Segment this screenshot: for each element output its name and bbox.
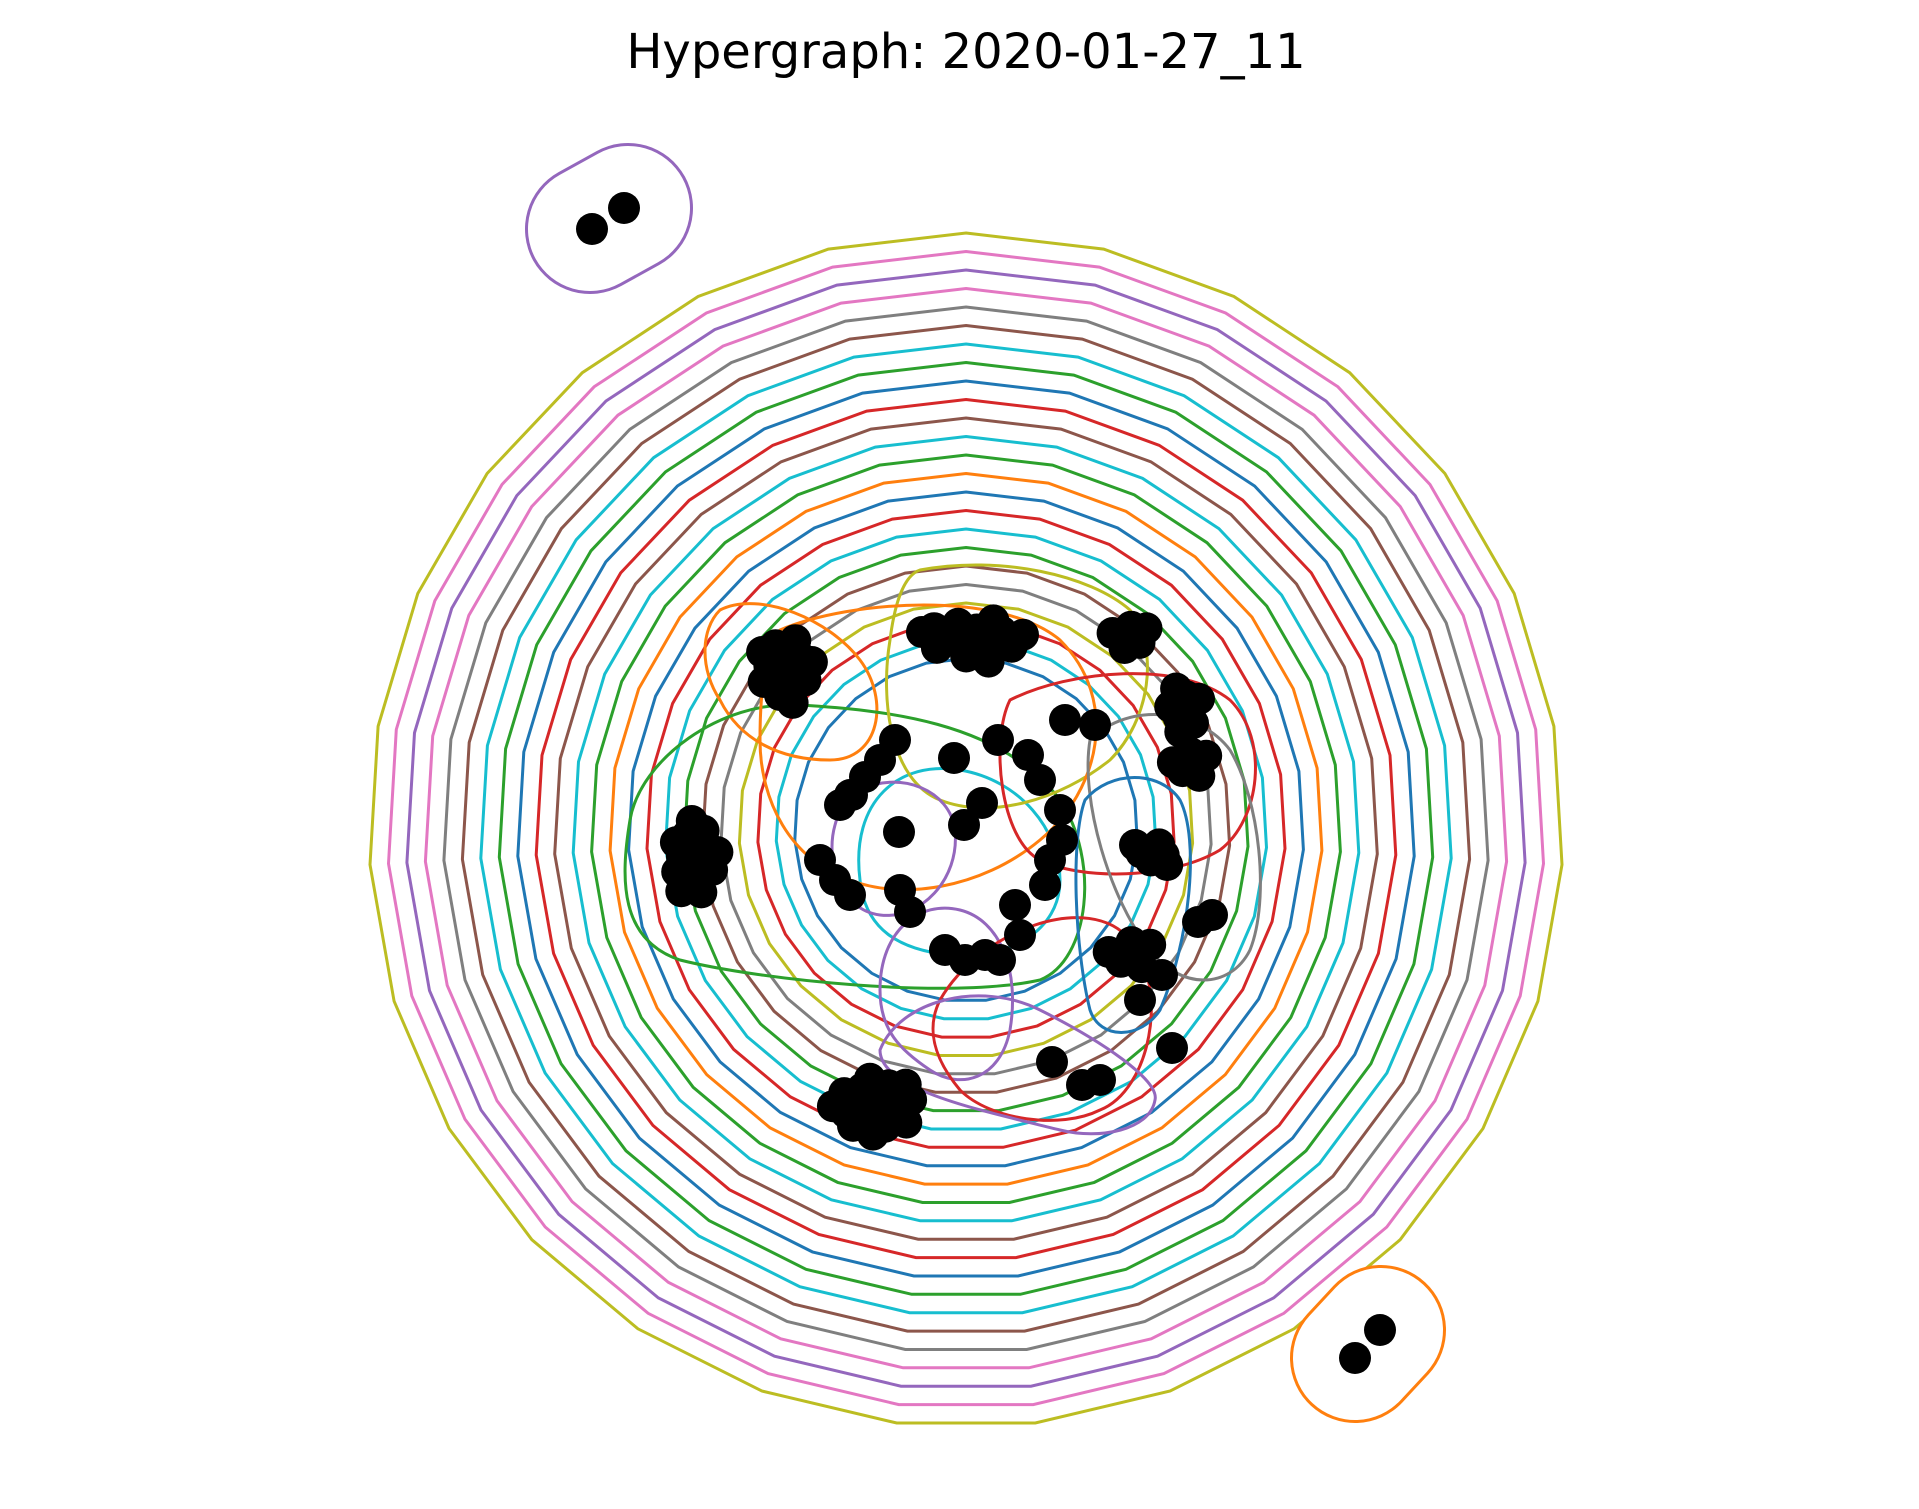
- edge-orange-left: [703, 602, 879, 762]
- node-89: [1151, 849, 1184, 881]
- node-84: [1156, 746, 1189, 779]
- node-50: [856, 1118, 889, 1151]
- node-49: [889, 1068, 922, 1101]
- figure-title: Hypergraph: 2020-01-27_11: [626, 24, 1305, 80]
- edge-purple-lower-2: [878, 994, 1157, 1136]
- hyperedge-ring-11: [553, 416, 1379, 1241]
- node-119: [1036, 1046, 1068, 1078]
- node-122: [1049, 704, 1081, 736]
- node-114: [1004, 919, 1036, 951]
- node-139: [1146, 959, 1178, 991]
- hyperedge-ring-17: [663, 527, 1269, 1131]
- node-95: [1092, 936, 1125, 968]
- node-109: [1044, 794, 1076, 826]
- node-85: [1190, 739, 1223, 772]
- node-121: [1084, 1064, 1116, 1096]
- edge-red-right: [998, 672, 1257, 876]
- node-113: [999, 889, 1031, 921]
- node-126: [1196, 899, 1228, 931]
- vertex-nodes: [576, 192, 1396, 1374]
- node-101: [906, 616, 938, 648]
- node-58: [942, 607, 975, 640]
- node-64: [1007, 618, 1039, 651]
- node-135: [834, 879, 866, 911]
- node-99: [1339, 1342, 1371, 1374]
- node-105: [966, 787, 998, 819]
- node-138: [1124, 984, 1156, 1016]
- node-46: [853, 1062, 886, 1095]
- edge-olive-center: [885, 563, 1149, 810]
- hyperedge-ring-12: [571, 434, 1361, 1223]
- concentric-hyperedges: [368, 231, 1564, 1425]
- node-11: [779, 624, 812, 657]
- node-137: [894, 896, 926, 928]
- hyperedge-ring-2: [386, 249, 1546, 1407]
- node-124: [1119, 829, 1151, 861]
- node-104: [948, 809, 980, 841]
- hyperedge-ring-16: [645, 508, 1287, 1149]
- node-100: [1364, 1314, 1396, 1346]
- node-30: [675, 805, 708, 837]
- hyperedge-ring-5: [442, 305, 1490, 1351]
- node-29: [665, 875, 698, 908]
- edge-blue-right: [1074, 776, 1192, 1034]
- hyperedge-ring-15: [627, 490, 1305, 1168]
- hyperedge-ring-14: [608, 471, 1324, 1186]
- hyperedge-ring-9: [516, 379, 1416, 1278]
- node-47: [890, 1106, 923, 1139]
- hyperedge-ring-13: [590, 453, 1342, 1204]
- node-96: [1134, 928, 1167, 961]
- node-12: [776, 686, 809, 719]
- node-79: [1160, 672, 1193, 705]
- node-108: [1024, 764, 1056, 796]
- node-13: [746, 636, 779, 668]
- node-112: [1029, 869, 1061, 901]
- node-118: [929, 934, 961, 966]
- node-103: [883, 816, 915, 848]
- node-132: [834, 779, 866, 811]
- node-106: [982, 724, 1014, 756]
- hyperedge-ring-24: [793, 656, 1139, 1002]
- node-123: [1079, 709, 1111, 741]
- node-70: [1130, 612, 1163, 645]
- node-48: [816, 1090, 849, 1123]
- node-14: [795, 646, 828, 678]
- hyperedge-ring-1: [368, 231, 1564, 1425]
- node-111: [1034, 844, 1066, 876]
- hyperedge-ring-4: [423, 286, 1509, 1370]
- node-98: [608, 192, 640, 224]
- node-28: [701, 836, 734, 869]
- hyperedge-ring-6: [460, 323, 1472, 1333]
- node-10: [747, 665, 780, 698]
- node-140: [1156, 1032, 1188, 1064]
- hyperedge-ring-3: [405, 268, 1527, 1388]
- node-61: [977, 604, 1010, 637]
- edge-red-lower: [931, 916, 1153, 1122]
- hyperedge-ring-8: [497, 360, 1435, 1296]
- node-71: [1108, 632, 1141, 664]
- node-97: [576, 213, 608, 245]
- hyperedge-ring-22: [756, 619, 1176, 1039]
- edge-purple-core: [830, 780, 957, 917]
- node-107: [1012, 739, 1044, 771]
- node-102: [938, 742, 970, 774]
- hyperedge-ring-7: [479, 342, 1453, 1315]
- node-62: [972, 645, 1005, 678]
- hyperedge-ring-10: [534, 397, 1398, 1260]
